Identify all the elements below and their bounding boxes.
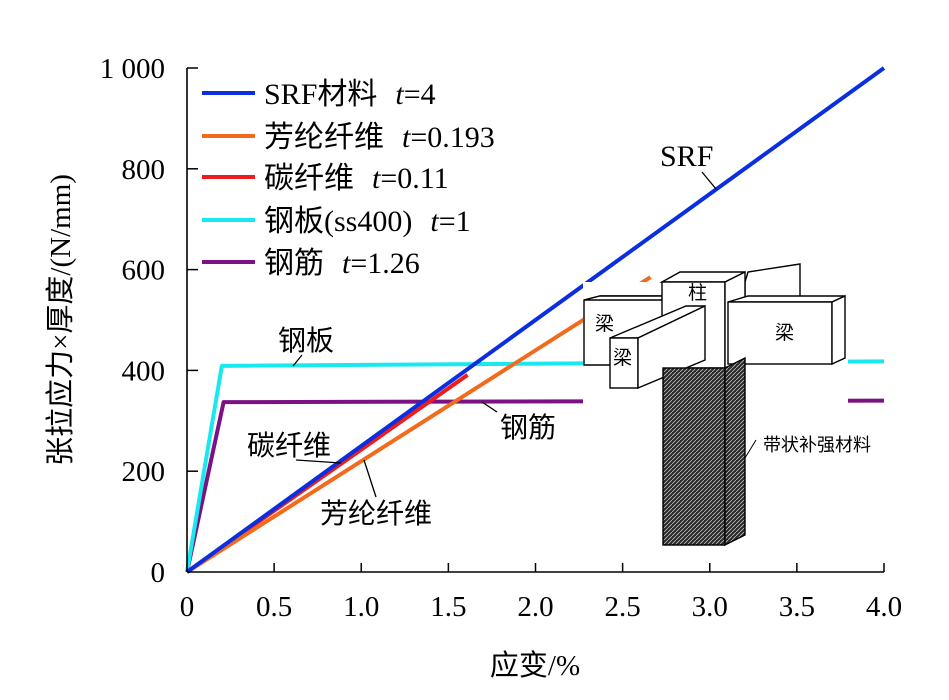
legend-item: 钢板(ss400) t=1 [202,205,471,238]
y-tick-label: 400 [122,355,166,387]
x-tick-label: 4.0 [866,591,902,623]
legend-item: SRF材料 t=4 [202,78,436,111]
x-tick-label: 3.0 [692,591,728,623]
inset-diagram [583,263,848,550]
inset-label-column: 柱 [688,282,707,304]
legend-label: 芳纶纤维 t=0.193 [264,121,495,154]
series-line-0 [185,66,886,574]
y-tick-label: 200 [122,456,166,488]
x-tick-label: 2.5 [605,591,641,623]
inset-label-beam: 梁 [613,347,632,369]
annotation-steel-plate: 钢板 [278,325,334,357]
series-line-1 [185,275,652,574]
annotation-leaders [292,171,717,498]
legend-item: 碳纤维 t=0.11 [202,162,449,195]
annotation-srf: SRF [660,140,713,173]
inset-label-beam: 梁 [775,322,794,344]
y-axis-label: 张拉应力×厚度/(N/mm) [44,174,77,466]
inset-label-wrap-material: 带状补强材料 [763,435,871,455]
y-tick-label: 0 [151,557,166,589]
y-tick-label: 800 [122,154,166,186]
legend-item: 芳纶纤维 t=0.193 [202,121,495,154]
legend: SRF材料 t=4 芳纶纤维 t=0.193 碳纤维 t=0.11 钢板(ss400) t=1… [202,78,495,280]
y-tick-label: 1 000 [100,53,165,85]
legend-item: 钢筋 t=1.26 [202,247,420,280]
x-tick-label: 0.5 [256,591,292,623]
x-tick-label: 3.5 [779,591,815,623]
ticks: 0 0.5 1.0 1.5 2.0 2.5 3.0 3.5 4.0 0 200 400 600 800 1 … [100,53,902,623]
x-tick-label: 1.0 [343,591,379,623]
legend-label: 钢筋 t=1.26 [264,247,420,280]
x-tick-label: 2.0 [517,591,553,623]
y-tick-label: 600 [122,255,166,287]
annotation-rebar: 钢筋 [500,412,556,444]
annotation-carbon: 碳纤维 [247,430,331,462]
legend-label: 钢板(ss400) t=1 [264,205,471,238]
annotation-aramid: 芳纶纤维 [320,498,432,530]
inset-label-beam: 梁 [595,313,614,335]
x-tick-label: 1.5 [430,591,466,623]
legend-label: SRF材料 t=4 [264,78,436,111]
x-axis-label: 应变/% [490,649,580,682]
legend-label: 碳纤维 t=0.11 [264,162,449,195]
x-tick-label: 0 [180,591,195,623]
